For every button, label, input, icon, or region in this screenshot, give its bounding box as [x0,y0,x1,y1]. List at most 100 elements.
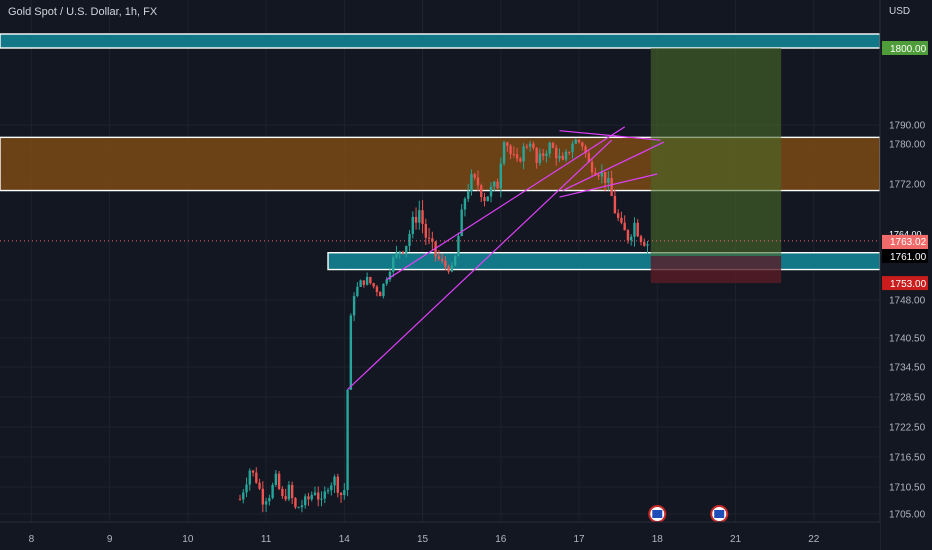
candle-body [264,501,268,505]
candle-body [476,177,480,186]
candle-body [336,476,339,493]
price-tick-label: 1716.50 [889,453,926,464]
trendline[interactable] [559,173,658,198]
candle-body [398,251,401,253]
candle-body [528,143,532,147]
candle-body [515,154,519,159]
candle-body [463,198,467,210]
price-axis-background [880,0,932,550]
demand-zone[interactable] [327,252,881,271]
candle-body [323,491,326,499]
candle-body [297,507,300,509]
trendline[interactable] [559,130,661,141]
candle-body [577,139,581,143]
candle-body [460,209,463,236]
candle-body [561,155,564,160]
candle-body [610,178,613,196]
candle-body [310,494,313,500]
candle-body [480,185,483,198]
candle-body [405,245,408,253]
stop-zone[interactable] [650,256,782,284]
upper-supply-zone[interactable] [0,33,881,49]
candle-body [473,174,476,178]
candle-body [255,472,258,483]
candle-body [385,279,388,284]
candle-body [620,217,623,223]
candle-body [643,241,646,246]
time-tick-label: 16 [495,534,507,545]
price-axis[interactable]: 1705.00 1710.50 1716.50 1722.50 1728.50 1734.… [879,0,932,550]
candle-body [313,492,317,495]
candle-body [258,482,261,489]
candle-body [502,142,506,164]
price-tick-label: 1790.00 [889,121,926,132]
candle-body [317,492,320,500]
trendline[interactable] [347,139,613,390]
price-tick-label: 1734.50 [889,363,926,374]
time-axis-background [0,522,880,550]
trendline[interactable] [386,126,626,281]
entry-price-tag [882,249,928,263]
candle-body [551,142,555,148]
time-axis[interactable]: 8 9 10 11 14 15 16 17 18 21 22 [0,521,880,550]
candle-body [339,492,343,496]
candle-body [392,257,395,272]
entry-price-tag-text: 1761.00 [890,252,927,263]
candle-body [326,490,330,492]
time-tick-label: 9 [107,534,113,545]
candle-body [251,470,255,473]
candle-body [427,237,431,239]
candle-body [535,148,538,163]
candle-body [414,216,418,223]
candle-body [623,222,626,231]
candle-body [587,153,591,163]
candle-body [365,277,369,285]
zones-layer [0,33,881,284]
candle-body [369,277,372,284]
current-price-text: 1763.02 [890,237,927,248]
candle-body [307,496,310,500]
candle-body [431,238,434,242]
candle-body [378,292,382,297]
candle-body [646,244,649,246]
candle-body [590,162,594,173]
candle-body [584,146,587,154]
candle-body [294,498,297,508]
candle-body [277,473,281,489]
time-tick-label: 22 [808,534,820,545]
candle-body [333,476,336,486]
candle-body [268,498,271,502]
time-tick-label: 11 [261,534,272,545]
candle-body [613,195,617,214]
currency-label: USD [889,6,911,17]
candle-body [639,236,643,242]
candle-body [568,151,571,153]
candle-body [388,271,392,280]
candle-body [499,163,502,189]
candle-body [356,286,359,297]
candle-body [450,265,454,272]
time-tick-label: 17 [573,534,585,545]
candle-body [437,256,441,259]
candles-layer [238,138,649,513]
candle-body [248,470,251,485]
candle-body [453,256,457,266]
time-tick-label: 18 [652,534,664,545]
candle-body [395,252,398,258]
trendline[interactable] [562,141,665,192]
candle-body [352,296,356,316]
candle-body [571,143,574,153]
candle-body [532,143,535,149]
candle-body [271,484,274,499]
candle-body [261,488,265,505]
candle-body [522,146,525,162]
candle-body [541,153,545,156]
symbol-title[interactable]: Gold Spot / U.S. Dollar, 1h, FX [8,6,158,18]
target-zone[interactable] [650,48,782,256]
candle-body [330,485,333,491]
candle-body [284,496,287,500]
candle-body [630,236,633,241]
price-tick-label: 1740.50 [889,334,926,345]
